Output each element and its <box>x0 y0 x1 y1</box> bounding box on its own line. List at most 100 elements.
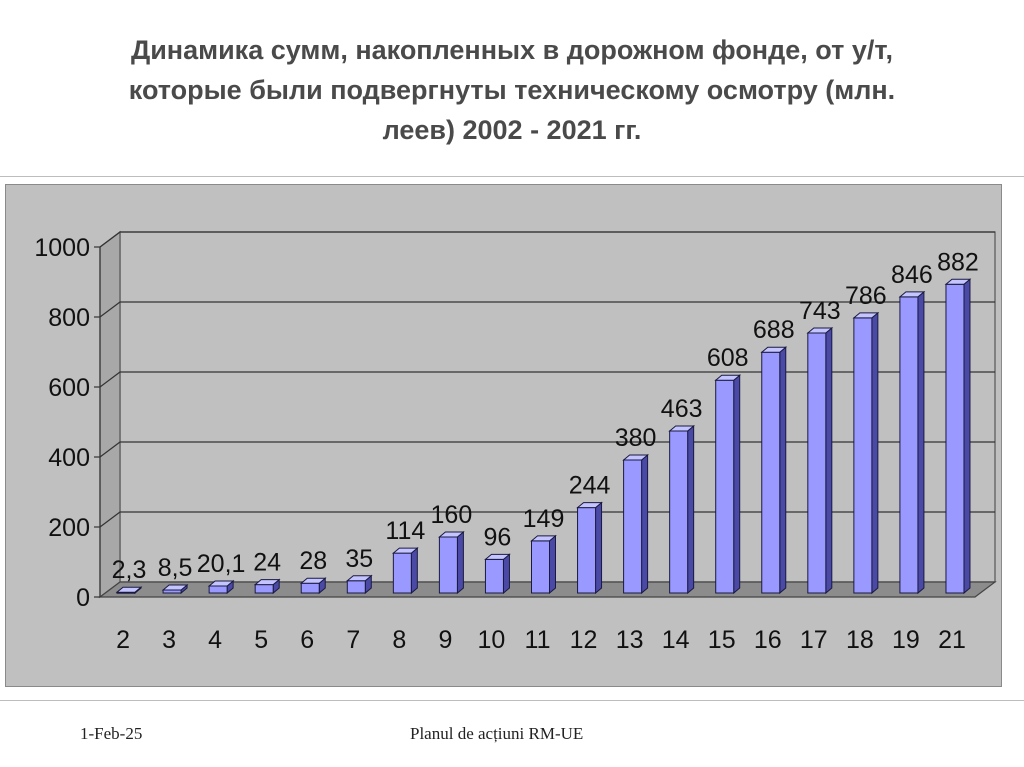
data-label: 882 <box>937 248 979 276</box>
bar-side <box>595 501 603 595</box>
bar <box>484 553 511 595</box>
data-label: 608 <box>707 344 749 372</box>
footer-date: 1-Feb-25 <box>80 724 143 743</box>
bar-top <box>115 586 143 593</box>
bar <box>115 586 143 595</box>
x-tick-label: 19 <box>892 626 920 654</box>
bar <box>391 547 419 595</box>
x-tick-label: 7 <box>346 626 360 654</box>
bar-top <box>668 425 696 432</box>
bar <box>622 453 649 595</box>
slide-title: Динамика сумм, накопленных в дорожном фо… <box>40 30 984 150</box>
data-label: 24 <box>253 549 281 577</box>
gridline <box>99 371 995 388</box>
title-line-1: Динамика сумм, накопленных в дорожном фо… <box>130 35 894 65</box>
gridline <box>99 301 995 318</box>
bar-front <box>392 552 412 594</box>
bar-front <box>438 536 458 594</box>
gridline <box>99 511 995 528</box>
title-line-2: которые были подвергнуты техническому ос… <box>128 75 896 105</box>
data-label: 688 <box>753 316 795 344</box>
bar-chart: 0 200 400 600 800 1000 2,3 2 8,5 3 20,1 4 24 5 28 6 35 7 1… <box>34 230 997 654</box>
bar <box>944 278 972 595</box>
bar <box>576 501 603 595</box>
bar-top <box>484 553 511 560</box>
gridline <box>99 231 995 248</box>
bar-front <box>208 585 228 594</box>
bar-front <box>254 584 274 594</box>
y-tick-label: 800 <box>48 304 90 332</box>
bar-top <box>944 278 972 285</box>
x-tick-label: 8 <box>392 626 406 654</box>
footer-center-text: Planul de acțiuni RM-UE <box>410 724 584 743</box>
x-tick-label: 10 <box>478 626 506 654</box>
x-tick-label: 13 <box>616 626 644 654</box>
bar-side <box>641 453 649 595</box>
bar-top <box>530 535 557 542</box>
bar-side <box>549 534 556 595</box>
bar-side <box>687 424 695 595</box>
bar-front <box>853 317 873 594</box>
x-tick-label: 3 <box>162 626 176 654</box>
bar <box>530 534 557 595</box>
bar-top <box>622 454 649 461</box>
bar-side <box>456 530 464 595</box>
x-tick-label: 9 <box>438 626 452 654</box>
bar-top <box>760 346 788 353</box>
y-tick-label: 400 <box>48 444 90 472</box>
bar-top <box>391 547 419 554</box>
bar-side <box>502 553 510 595</box>
bar <box>852 311 880 595</box>
data-label: 20,1 <box>197 550 246 578</box>
x-tick-label: 11 <box>525 626 551 654</box>
bar <box>760 346 788 595</box>
y-tick-label: 0 <box>76 584 90 612</box>
bar <box>299 577 327 595</box>
bar-top <box>161 584 189 591</box>
x-tick-label: 4 <box>208 626 222 654</box>
data-label: 380 <box>615 424 657 452</box>
bar-side <box>733 374 741 595</box>
x-tick-label: 16 <box>754 626 782 654</box>
bar <box>161 583 189 595</box>
bar <box>438 530 465 595</box>
bottom-divider <box>0 700 1024 701</box>
bar-front <box>623 459 643 594</box>
gridline <box>99 441 995 458</box>
y-tick-label: 1000 <box>34 234 90 262</box>
data-label: 114 <box>385 517 425 545</box>
data-label: 149 <box>523 505 565 533</box>
bar-side <box>825 326 833 595</box>
bar-front <box>669 430 689 594</box>
bar-top <box>852 312 880 319</box>
bar-front <box>807 332 827 594</box>
bar-front <box>484 558 504 594</box>
x-tick-label: 5 <box>254 626 268 654</box>
x-tick-label: 17 <box>800 626 828 654</box>
x-tick-label: 2 <box>116 626 130 654</box>
bar-top <box>299 577 327 584</box>
bar-front <box>346 580 366 594</box>
x-tick-label: 15 <box>708 626 736 654</box>
x-tick-label: 12 <box>570 626 598 654</box>
bar-top <box>207 580 235 587</box>
bar-front <box>715 379 735 594</box>
data-label: 160 <box>431 501 473 529</box>
bar <box>898 290 926 595</box>
bar-side <box>410 547 418 595</box>
data-label: 28 <box>299 547 327 575</box>
bar <box>345 574 373 595</box>
bar-top <box>714 374 742 381</box>
data-label: 786 <box>845 282 887 310</box>
bar <box>806 326 834 595</box>
x-tick-label: 18 <box>846 626 874 654</box>
bar-top <box>345 575 373 582</box>
y-tick-label: 200 <box>48 514 90 542</box>
bar-front <box>761 351 781 594</box>
data-label: 743 <box>799 297 841 325</box>
top-divider <box>0 176 1024 177</box>
bar-front <box>577 507 597 594</box>
data-label: 846 <box>891 261 933 289</box>
bar-front <box>945 283 965 594</box>
data-label: 8,5 <box>158 554 193 582</box>
